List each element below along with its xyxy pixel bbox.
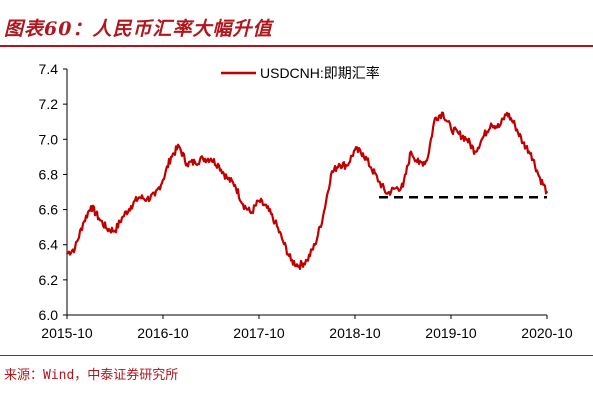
x-tick-label: 2017-10 [233,325,285,341]
y-tick-label: 6.0 [39,307,59,323]
usdcnh-data-point [546,191,548,193]
chart-series [66,111,548,270]
usdcnh-data-point [538,175,540,178]
usdcnh-data-point [314,243,316,246]
chart-axes: 6.0 6.2 6.4 6.6 6.8 7.0 7.2 7.4 2015-10 2016-10 20… [39,61,573,341]
usdcnh-data-point [418,163,420,165]
y-tick-label: 7.4 [39,61,59,77]
x-tick-label: 2016-10 [137,325,189,341]
usdcnh-data-point [354,148,356,151]
usdcnh-data-point [282,240,284,243]
y-tick-label: 6.2 [39,272,59,288]
usdcnh-data-point [482,136,484,139]
usdcnh-data-point [450,127,452,130]
line-chart: 6.0 6.2 6.4 6.6 6.8 7.0 7.2 7.4 2015-10 2016-10 20… [39,61,573,341]
x-tick-label: 2020-10 [521,325,573,341]
usdcnh-data-point [298,264,300,267]
usdcnh-data-point [322,215,324,218]
usdcnh-data-point [466,138,468,141]
y-tick-label: 6.4 [39,237,59,253]
usdcnh-data-point [362,152,364,155]
usdcnh-data-point [346,164,348,167]
usdcnh-data-point [106,228,108,230]
usdcnh-data-point [122,215,124,218]
usdcnh-data-point [338,163,340,165]
usdcnh-data-point [514,124,516,127]
y-tick-label: 6.8 [39,166,59,182]
legend-label: USDCNH:即期汇率 [260,65,380,81]
usdcnh-data-point [74,247,76,250]
x-tick-label: 2018-10 [329,325,381,341]
usdcnh-data-point [178,145,180,148]
x-tick-label: 2019-10 [425,325,477,341]
usdcnh-data-point [202,157,204,160]
chart-legend: USDCNH:即期汇率 [221,65,380,81]
usdcnh-data-point [186,163,188,165]
usdcnh-data-point [114,229,116,232]
usdcnh-data-point [146,198,148,200]
usdcnh-data-point [242,203,244,206]
usdcnh-data-point [266,206,268,209]
usdcnh-data-point [370,166,372,169]
usdcnh-data-point [258,199,260,202]
usdcnh-data-point [274,221,276,223]
x-tick-label: 2015-10 [41,325,93,341]
y-tick-label: 7.0 [39,131,59,147]
usdcnh-data-point [402,185,404,188]
source-note: 来源：Wind，中泰证券研究所 [4,368,179,383]
usdcnh-data-point [218,164,220,167]
usdcnh-data-point [306,259,308,262]
usdcnh-data-point [474,150,476,153]
usdcnh-data-point [194,161,196,163]
chart-title: 图表60：人民币汇率大幅升值 [4,18,273,40]
usdcnh-data-point [394,187,396,190]
usdcnh-data-point [386,192,388,195]
usdcnh-data-point [378,180,380,183]
usdcnh-data-point [162,178,164,181]
usdcnh-data-point [98,217,100,220]
usdcnh-data-point [210,157,212,160]
y-tick-label: 6.6 [39,202,59,218]
usdcnh-data-point [154,194,156,197]
usdcnh-data-point [130,205,132,208]
usdcnh-data-point [458,133,460,135]
usdcnh-data-point [170,156,172,158]
usdcnh-data-point [250,212,252,215]
usdcnh-data-point [330,173,332,176]
usdcnh-data-point [410,150,412,153]
usdcnh-data-point [90,205,92,208]
usdcnh-data-point [506,112,508,114]
usdcnh-data-point [490,122,492,125]
footer-divider [0,355,593,356]
usdcnh-data-point [290,259,292,262]
usdcnh-data-point [234,184,236,186]
usdcnh-data-point [82,222,84,225]
title-divider [0,45,593,47]
usdcnh-data-point [522,141,524,144]
y-tick-label: 7.2 [39,96,59,112]
usdcnh-data-point [498,126,500,128]
usdcnh-data-point [66,252,68,255]
usdcnh-data-point [138,196,140,199]
usdcnh-data-point [442,112,444,114]
usdcnh-data-point [530,152,532,155]
usdcnh-series-line [66,111,548,270]
usdcnh-data-point [434,117,436,120]
usdcnh-data-point [426,159,428,162]
usdcnh-data-point [226,177,228,179]
